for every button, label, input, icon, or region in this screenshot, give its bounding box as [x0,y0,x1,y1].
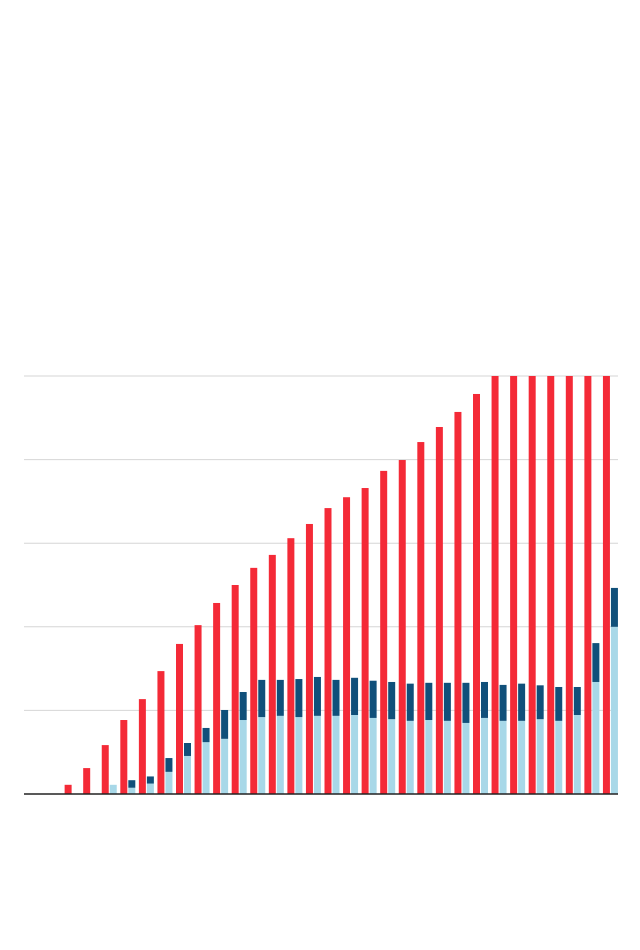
bar [313,715,321,794]
bar [276,715,284,794]
bar [313,676,321,716]
bar [380,470,388,794]
bar [454,411,462,794]
bar [499,684,507,721]
bar [388,681,396,720]
bar [481,717,488,794]
bar [425,720,433,794]
bar [138,699,146,794]
bar [202,727,210,743]
bar [369,717,377,794]
bar [184,743,191,756]
bar [295,717,303,794]
bar [221,709,229,739]
bar [406,683,414,721]
bar [157,671,165,794]
bar [332,679,340,716]
bar [351,677,359,715]
bar [231,585,239,794]
bar [592,681,600,794]
bar [109,784,117,794]
bar [555,686,563,721]
bar [602,376,610,794]
bar [398,460,406,794]
bar [101,745,109,794]
bar [547,376,555,794]
bar [351,714,359,794]
bar [555,720,563,794]
bar [165,771,173,794]
bar [584,376,592,794]
bar [473,393,480,794]
bar [305,523,313,794]
bar [491,376,499,794]
bar [239,720,247,794]
bar [276,679,284,716]
bar [417,442,425,794]
bar [610,626,618,794]
bar [324,508,332,794]
bar [250,567,258,794]
bar [176,643,183,794]
bar [213,602,221,794]
bar [610,587,618,627]
bar [268,554,276,794]
bar [565,376,573,794]
bar [128,780,136,788]
bar [184,755,191,794]
bar [83,768,91,794]
bar [120,720,128,794]
bar [146,776,154,784]
bar [536,719,544,794]
bar [443,720,451,794]
bar [239,692,247,721]
bar [518,720,526,794]
bar [165,758,173,772]
bar [221,738,229,794]
bar [146,783,154,794]
bar [258,679,266,718]
bar [528,376,536,794]
bar [64,784,72,794]
bar [573,686,581,715]
bar [406,720,414,794]
bar [287,538,295,794]
bar [592,643,600,682]
bar [202,742,210,794]
bar [258,717,266,794]
bar [499,720,507,794]
bar [128,787,136,794]
bar [573,714,581,794]
bar [435,426,443,794]
bar [343,497,351,794]
bar [462,722,470,794]
bar [388,719,396,794]
bar [295,679,303,718]
bar [361,488,369,794]
bar [194,625,202,794]
bar [536,685,544,720]
bar [369,680,377,718]
bar [481,681,488,718]
bar [462,682,470,723]
bar [510,376,518,794]
bar [518,683,526,721]
bar [332,715,340,794]
bar [425,682,433,721]
bar [443,682,451,721]
